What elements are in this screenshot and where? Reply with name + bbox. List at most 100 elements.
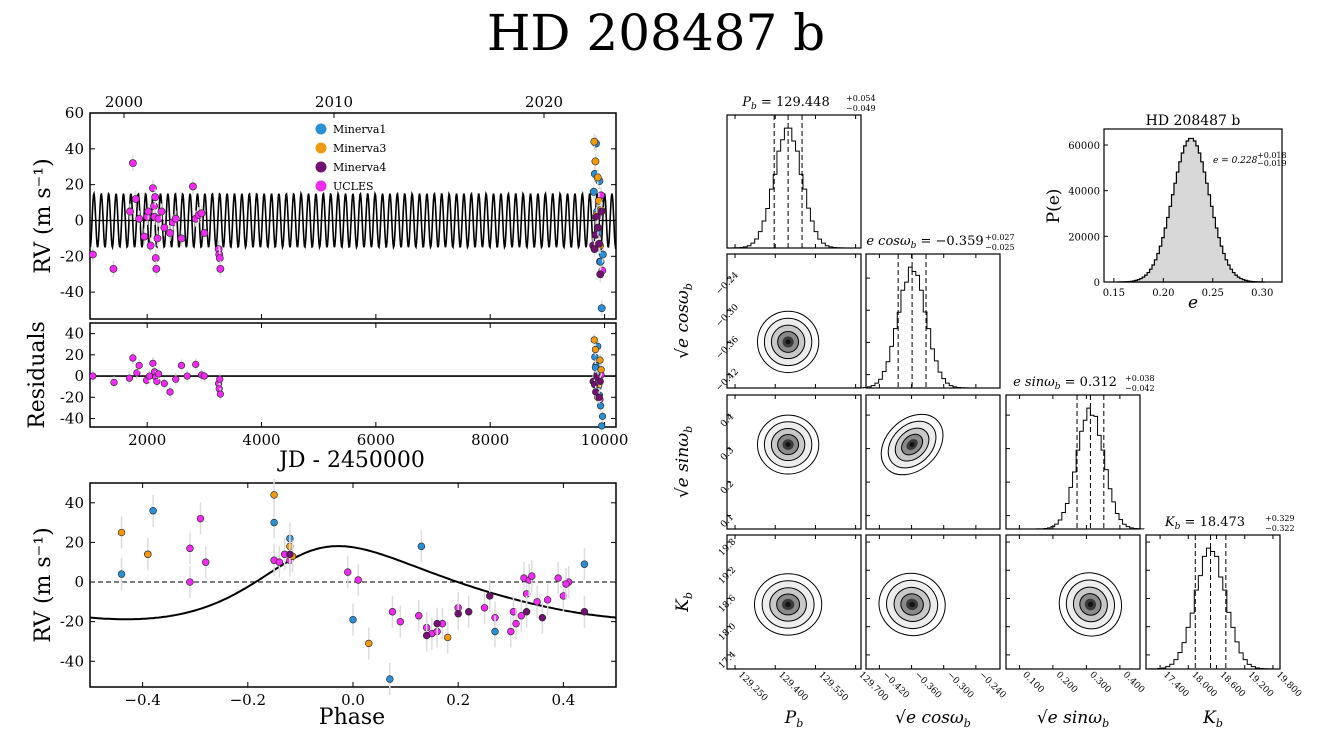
x-tick-label: 0.30 bbox=[1251, 288, 1273, 299]
corner-xlabel-subscript: b bbox=[796, 717, 803, 730]
data-point-ucles bbox=[128, 159, 137, 168]
data-point-ucles bbox=[215, 254, 224, 262]
residuals-panel: -40 -20 0 20 40 2000 4000 6000 8000 10000 Residua… bbox=[25, 321, 628, 473]
phase-point-ucles bbox=[354, 576, 362, 584]
residual-point-ucles bbox=[155, 370, 163, 378]
corner-ylabel-subscript: b bbox=[682, 592, 695, 599]
corner-panel-K-ecos: −0.420 −0.360 −0.300 −0.240 bbox=[865, 534, 1008, 701]
corner-panel-K-esin: 0.100 0.200 0.300 0.400 bbox=[1005, 534, 1146, 696]
y-tick-label: 0 bbox=[1094, 278, 1100, 289]
data-point-ucles bbox=[88, 250, 97, 259]
corner-ylabel-base: √e sinω bbox=[673, 433, 693, 498]
phase-frame bbox=[89, 482, 617, 688]
corner-xlabel-subscript: b bbox=[1102, 717, 1109, 730]
phase-point-minerva1 bbox=[149, 507, 157, 515]
corner-title-ecos: e cosωb = −0.359 bbox=[866, 234, 983, 251]
phase-point-minerva4 bbox=[433, 619, 441, 628]
phase-point-ucles bbox=[186, 544, 194, 553]
corner-panel-frame bbox=[865, 253, 1001, 389]
year-tick-label: 2000 bbox=[105, 93, 143, 111]
data-point-ucles bbox=[177, 234, 186, 243]
phase-point-minerva1 bbox=[117, 570, 126, 578]
corner-panel-frame bbox=[1005, 394, 1141, 530]
corner-title-equals: = bbox=[1180, 515, 1199, 530]
phase-point-minerva1 bbox=[386, 675, 394, 683]
corner-title-equals: = bbox=[916, 234, 935, 249]
residual-point-ucles bbox=[129, 354, 137, 362]
x-tick-label: 2000 bbox=[128, 431, 166, 449]
y-tick-label: −0.24 bbox=[714, 270, 741, 297]
x-tick-label: 0.2 bbox=[446, 691, 470, 709]
residual-point-minerva1 bbox=[598, 422, 606, 430]
phase-point-minerva1 bbox=[580, 560, 589, 568]
y-tick-label: 19.2 bbox=[717, 565, 738, 586]
corner-title-base: P bbox=[741, 95, 751, 110]
corner-xlabel-P: Pb bbox=[784, 708, 804, 730]
residual-point-ucles bbox=[172, 375, 180, 383]
phase-point-minerva3 bbox=[117, 528, 126, 537]
y-tick-label: 0 bbox=[74, 211, 84, 229]
corner-panel-K-K: Kb = 18.473 +0.329−0.322 17.40018.00018.60… bbox=[1145, 514, 1303, 700]
corner-panel-esin-esin: e sinωb = 0.312 +0.038−0.042 bbox=[1005, 374, 1155, 530]
corner-xlabel-K: Kb bbox=[1202, 708, 1223, 730]
residual-point-ucles bbox=[135, 361, 143, 370]
eccentricity-annotation-base: e = 0.228 bbox=[1213, 156, 1258, 166]
phase-point-minerva1 bbox=[491, 627, 499, 636]
corner-title-equals: = bbox=[1061, 375, 1080, 390]
data-point-ucles bbox=[151, 193, 160, 202]
phase-point-ucles bbox=[275, 558, 284, 566]
x-tick-label: 10000 bbox=[581, 431, 629, 449]
x-tick-label: −0.2 bbox=[230, 691, 266, 709]
phase-point-minerva4 bbox=[538, 613, 547, 622]
data-point-minerva3 bbox=[593, 173, 602, 182]
corner-panel-frame bbox=[726, 394, 862, 530]
phase-point-ucles bbox=[562, 580, 570, 588]
legend-label-minerva3: Minerva3 bbox=[333, 142, 386, 155]
residual-point-minerva4 bbox=[596, 377, 604, 385]
data-point-minerva1 bbox=[598, 250, 607, 259]
residual-point-ucles bbox=[160, 379, 168, 388]
data-point-ucles bbox=[171, 214, 180, 223]
phase-point-minerva4 bbox=[465, 608, 473, 616]
y-tick-label: 40 bbox=[65, 325, 84, 343]
phase-xlabel: Phase bbox=[319, 705, 385, 730]
corner-title-P: Pb = 129.448 bbox=[741, 95, 829, 112]
residual-point-ucles bbox=[177, 361, 186, 370]
corner-title-subscript: b bbox=[751, 102, 757, 112]
corner-ylabel-K: Kb bbox=[673, 592, 695, 613]
x-tick-label: 17.400 bbox=[1161, 670, 1191, 700]
corner-title-base: e sinω bbox=[1013, 375, 1055, 390]
y-tick-label: 19.8 bbox=[717, 537, 738, 558]
legend: Minerva1 Minerva3 Minerva4 UCLES bbox=[315, 123, 386, 193]
legend-marker-minerva1 bbox=[315, 123, 327, 135]
legend-marker-minerva3 bbox=[315, 142, 327, 154]
corner-title-value: 0.312 bbox=[1080, 375, 1117, 390]
phase-point-ucles bbox=[415, 611, 423, 620]
corner-title-sup: +0.329 bbox=[1265, 514, 1295, 523]
data-point-minerva4 bbox=[596, 270, 605, 279]
data-point-ucles bbox=[216, 264, 225, 273]
phase-point-ucles bbox=[528, 572, 536, 580]
y-tick-label: 20 bbox=[65, 533, 84, 551]
top-year-axis: 2000 2010 2020 bbox=[105, 93, 563, 111]
legend-label-minerva4: Minerva4 bbox=[333, 161, 386, 174]
phase-point-minerva4 bbox=[286, 550, 294, 559]
residuals-frame bbox=[89, 322, 617, 428]
data-point-ucles bbox=[126, 207, 134, 216]
phase-point-ucles bbox=[507, 627, 515, 636]
x-tick-label: 18.000 bbox=[1189, 670, 1219, 700]
x-tick-label: 0.0 bbox=[341, 691, 365, 709]
residual-point-ucles bbox=[183, 372, 191, 380]
density-core bbox=[909, 442, 915, 448]
residual-point-ucles bbox=[149, 359, 157, 367]
x-tick-label: 19.200 bbox=[1246, 670, 1276, 700]
y-tick-label: 18.6 bbox=[717, 593, 738, 614]
x-tick-label: 4000 bbox=[242, 431, 280, 449]
legend-marker-minerva4 bbox=[315, 161, 327, 173]
marginal-histogram bbox=[1148, 547, 1273, 670]
phase-point-minerva1 bbox=[349, 615, 357, 624]
data-point-ucles bbox=[109, 264, 118, 273]
y-tick-label: 20 bbox=[65, 346, 84, 364]
